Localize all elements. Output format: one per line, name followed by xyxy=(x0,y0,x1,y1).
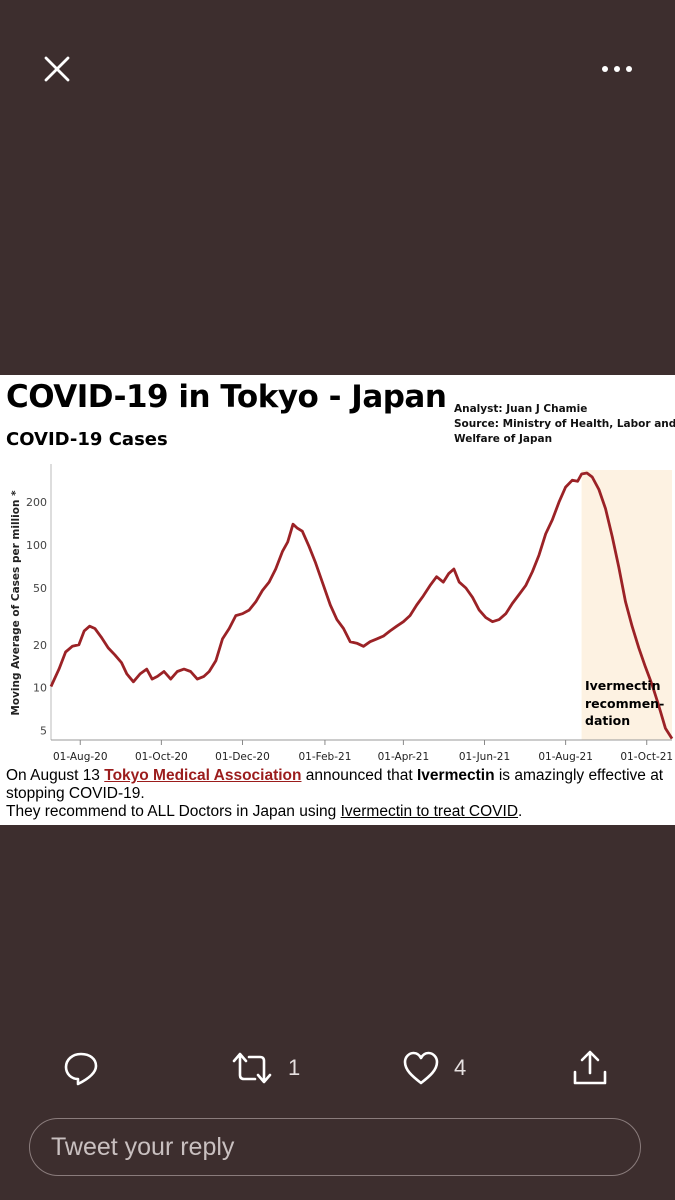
x-tick-label: 01-Aug-21 xyxy=(538,751,593,763)
y-tick-label: 100 xyxy=(26,539,47,552)
credit-line: Welfare of Japan xyxy=(454,433,553,445)
retweet-count: 1 xyxy=(288,1055,301,1080)
retweet-button[interactable]: 1 xyxy=(230,1046,300,1090)
close-icon xyxy=(44,56,70,82)
credit-line: Source: Ministry of Health, Labor and xyxy=(454,418,675,430)
highlight-label-line: recommen- xyxy=(585,696,664,711)
caption-text: . xyxy=(518,803,523,820)
reply-input[interactable]: Tweet your reply xyxy=(29,1118,641,1176)
reply-button[interactable] xyxy=(62,1046,100,1090)
x-ticks: 01-Aug-20 01-Oct-20 01-Dec-20 01-Feb-21 01-A… xyxy=(53,740,673,763)
y-tick-label: 5 xyxy=(40,725,47,738)
like-button[interactable]: 4 xyxy=(402,1046,466,1090)
x-tick-label: 01-Feb-21 xyxy=(298,751,351,763)
chart-title: COVID-19 in Tokyo - Japan xyxy=(6,379,447,415)
x-tick-label: 01-Oct-21 xyxy=(620,751,673,763)
y-ticks: 5 10 20 50 100 200 xyxy=(26,496,47,738)
more-options-button[interactable] xyxy=(590,50,644,88)
ivermectin-link: Ivermectin to treat COVID xyxy=(340,803,519,820)
caption-text: They recommend to ALL Doctors in Japan u… xyxy=(6,803,341,820)
y-axis-label: Moving Average of Cases per million * xyxy=(10,490,22,716)
image-caption: On August 13 Tokyo Medical Association a… xyxy=(6,767,671,821)
chart-credits: Analyst: Juan J Chamie Source: Ministry … xyxy=(454,402,675,447)
caption-text: is amazingly effective at stopping COVID… xyxy=(6,767,664,802)
y-tick-label: 10 xyxy=(33,682,47,695)
share-button[interactable] xyxy=(570,1046,610,1090)
reply-placeholder: Tweet your reply xyxy=(51,1132,235,1161)
x-tick-label: 01-Jun-21 xyxy=(459,751,510,763)
close-button[interactable] xyxy=(34,46,80,92)
caption-text: announced that xyxy=(301,767,417,784)
x-tick-label: 01-Apr-21 xyxy=(378,751,430,763)
caption-bold: Ivermectin xyxy=(417,767,495,784)
like-count: 4 xyxy=(454,1055,467,1080)
highlight-label: Ivermectin recommen- dation xyxy=(585,678,664,728)
tweet-image[interactable]: 5 10 20 50 100 200 01-Aug-20 01-Oct-20 01-Dec-2… xyxy=(0,375,675,825)
x-tick-label: 01-Oct-20 xyxy=(135,751,188,763)
y-tick-label: 200 xyxy=(26,496,47,509)
series-line xyxy=(49,471,674,740)
share-icon xyxy=(573,1050,607,1085)
highlight-label-line: dation xyxy=(585,713,630,728)
x-tick-label: 01-Aug-20 xyxy=(53,751,108,763)
reply-icon xyxy=(64,1052,98,1086)
chart-subtitle: COVID-19 Cases xyxy=(6,429,168,450)
highlight-label-line: Ivermectin xyxy=(585,678,661,693)
chart: 5 10 20 50 100 200 01-Aug-20 01-Oct-20 01-Dec-2… xyxy=(10,464,674,763)
credit-line: Analyst: Juan J Chamie xyxy=(454,403,588,415)
tokyo-medical-association-link: Tokyo Medical Association xyxy=(104,767,302,784)
retweet-icon xyxy=(232,1052,272,1084)
y-tick-label: 20 xyxy=(33,639,47,652)
x-tick-label: 01-Dec-20 xyxy=(215,751,270,763)
caption-text: On August 13 xyxy=(6,767,105,784)
more-horizontal-icon xyxy=(602,66,632,72)
heart-icon xyxy=(403,1051,439,1085)
y-tick-label: 50 xyxy=(33,582,47,595)
